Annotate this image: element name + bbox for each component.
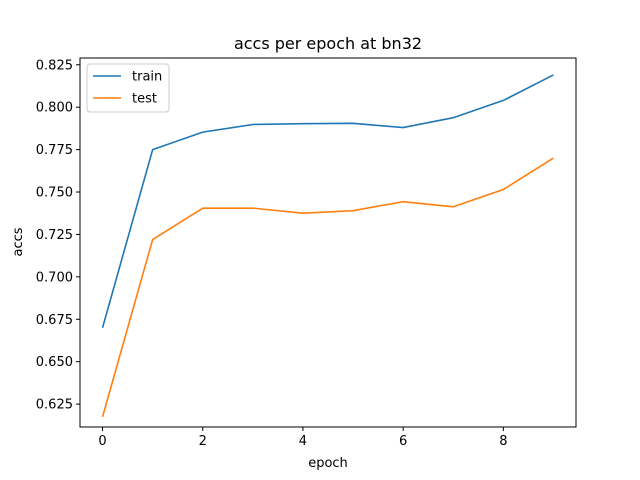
legend-label-test: test — [132, 92, 157, 107]
x-axis-label: epoch — [308, 456, 348, 471]
x-tick-label: 2 — [199, 434, 207, 449]
y-tick-label: 0.725 — [36, 228, 73, 243]
x-tick-label: 0 — [98, 434, 106, 449]
series-line-train — [101, 74, 554, 328]
x-axis: 0 2 4 6 8 — [98, 427, 507, 449]
y-tick-label: 0.650 — [36, 355, 73, 370]
plot-frame — [79, 57, 577, 428]
x-tick-label: 6 — [399, 434, 407, 449]
y-axis: 0.625 0.650 0.675 0.700 0.725 0.750 0.775 0.800… — [36, 58, 80, 413]
y-tick-label: 0.625 — [36, 398, 73, 413]
plot-lines — [101, 74, 554, 418]
x-tick-label: 4 — [299, 434, 307, 449]
y-tick-label: 0.825 — [36, 58, 73, 73]
y-tick-label: 0.675 — [36, 313, 73, 328]
legend: train test — [86, 63, 170, 113]
y-axis-label: accs — [11, 227, 26, 256]
y-tick-label: 0.800 — [36, 101, 73, 116]
series-line-test — [101, 157, 554, 418]
y-tick-label: 0.750 — [36, 186, 73, 201]
y-tick-label: 0.775 — [36, 143, 73, 158]
y-tick-label: 0.700 — [36, 270, 73, 285]
legend-label-train: train — [132, 70, 162, 85]
x-tick-label: 8 — [499, 434, 507, 449]
chart-title: accs per epoch at bn32 — [234, 34, 422, 53]
